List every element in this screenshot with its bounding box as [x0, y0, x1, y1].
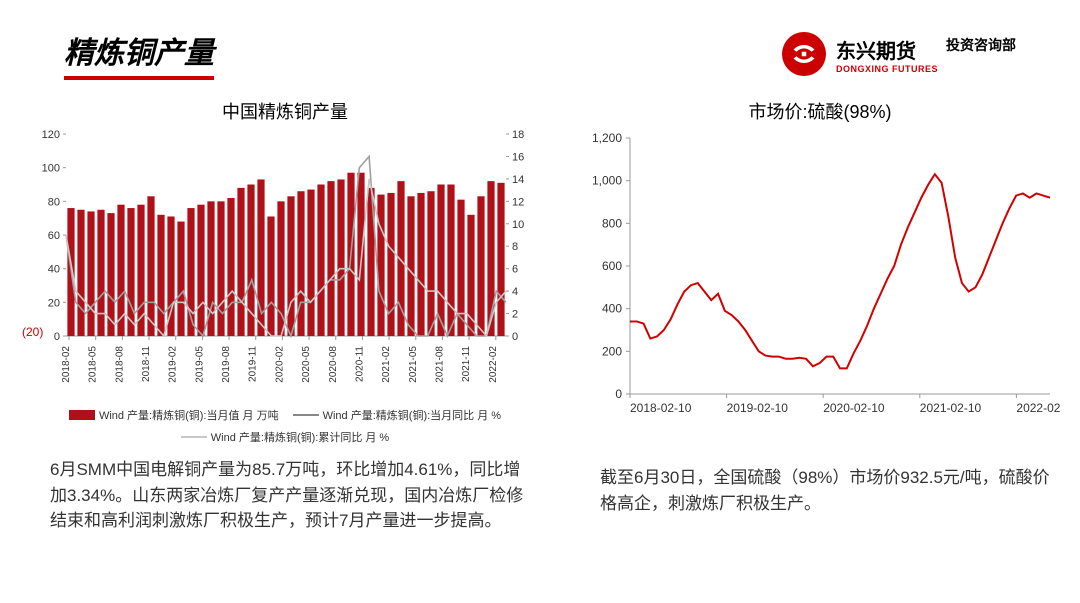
svg-text:2021-05: 2021-05	[408, 346, 419, 383]
left-chart: 0 20 40 60 80 100 120 0 2 4 6 8 10 12 14 16 18 2018-02 201…	[30, 128, 540, 403]
left-y-neg-label: (20)	[22, 325, 43, 339]
svg-text:600: 600	[602, 259, 622, 273]
svg-text:2019-08: 2019-08	[221, 346, 232, 383]
page-title: 精炼铜产量	[64, 28, 214, 72]
right-description: 截至6月30日，全国硫酸（98%）市场价932.5元/吨，硫酸价格高企，刺激炼厂…	[580, 465, 1060, 516]
svg-text:2021-11: 2021-11	[461, 346, 472, 382]
legend-item-2: Wind 产量:精炼铜(铜):累计同比 月 %	[211, 429, 389, 445]
svg-text:2018-08: 2018-08	[114, 346, 125, 383]
left-description: 6月SMM中国电解铜产量为85.7万吨，环比增加4.61%，同比增加3.34%。…	[30, 457, 540, 534]
svg-text:2018-11: 2018-11	[141, 346, 152, 382]
svg-text:0: 0	[512, 331, 518, 343]
svg-text:0: 0	[54, 331, 60, 343]
svg-text:2021-02-10: 2021-02-10	[920, 401, 982, 415]
svg-text:2020-02: 2020-02	[274, 346, 285, 383]
right-chart-svg: 0 200 400 600 800 1,000 1,200 2018-02-10 2019-02…	[580, 128, 1060, 428]
svg-text:20: 20	[48, 297, 60, 309]
svg-text:12: 12	[512, 196, 524, 208]
brand-dept: 投资咨询部	[946, 35, 1016, 55]
svg-text:2020-11: 2020-11	[354, 346, 365, 382]
svg-text:2018-05: 2018-05	[88, 346, 99, 383]
svg-text:40: 40	[48, 264, 60, 276]
svg-text:2019-05: 2019-05	[194, 346, 205, 383]
brand-logo-icon	[782, 32, 826, 76]
svg-text:80: 80	[48, 196, 60, 208]
svg-text:10: 10	[512, 219, 524, 231]
svg-text:2: 2	[512, 309, 518, 321]
left-chart-svg: 0 20 40 60 80 100 120 0 2 4 6 8 10 12 14 16 18 2018-02 201…	[30, 128, 540, 398]
svg-text:2019-11: 2019-11	[248, 346, 259, 382]
svg-text:2020-05: 2020-05	[301, 346, 312, 383]
svg-text:14: 14	[512, 174, 524, 186]
svg-text:6: 6	[512, 264, 518, 276]
svg-text:2021-08: 2021-08	[434, 346, 445, 383]
svg-text:2019-02: 2019-02	[168, 346, 179, 383]
brand-name-en: DONGXING FUTURES	[836, 64, 938, 74]
svg-text:2019-02-10: 2019-02-10	[727, 401, 789, 415]
right-chart: 0 200 400 600 800 1,000 1,200 2018-02-10 2019-02…	[580, 128, 1060, 433]
svg-text:2018-02: 2018-02	[61, 346, 72, 383]
brand-name-cn: 东兴期货	[836, 35, 938, 64]
svg-text:8: 8	[512, 241, 518, 253]
legend-item-1: Wind 产量:精炼铜(铜):当月同比 月 %	[323, 407, 501, 423]
svg-text:200: 200	[602, 344, 622, 358]
svg-text:400: 400	[602, 302, 622, 316]
brand-block: 东兴期货 DONGXING FUTURES 投资咨询部	[782, 32, 1016, 76]
svg-text:2020-02-10: 2020-02-10	[823, 401, 885, 415]
svg-text:60: 60	[48, 230, 60, 242]
svg-text:1,200: 1,200	[592, 131, 622, 145]
svg-text:800: 800	[602, 216, 622, 230]
svg-text:18: 18	[512, 129, 524, 141]
svg-text:2018-02-10: 2018-02-10	[630, 401, 692, 415]
left-chart-title: 中国精炼铜产量	[30, 98, 540, 124]
svg-text:16: 16	[512, 151, 524, 163]
svg-text:100: 100	[42, 163, 60, 175]
svg-text:1,000: 1,000	[592, 174, 622, 188]
svg-text:4: 4	[512, 286, 518, 298]
right-chart-title: 市场价:硫酸(98%)	[580, 98, 1060, 124]
svg-text:2020-08: 2020-08	[328, 346, 339, 383]
svg-text:120: 120	[42, 129, 60, 141]
svg-text:2022-02: 2022-02	[488, 346, 499, 383]
svg-text:2022-02-10: 2022-02-10	[1016, 401, 1060, 415]
legend-item-0: Wind 产量:精炼铜(铜):当月值 月 万吨	[99, 407, 279, 423]
svg-text:0: 0	[615, 387, 622, 401]
left-chart-legend: Wind 产量:精炼铜(铜):当月值 月 万吨 Wind 产量:精炼铜(铜):当…	[30, 407, 540, 445]
svg-text:2021-02: 2021-02	[381, 346, 392, 383]
